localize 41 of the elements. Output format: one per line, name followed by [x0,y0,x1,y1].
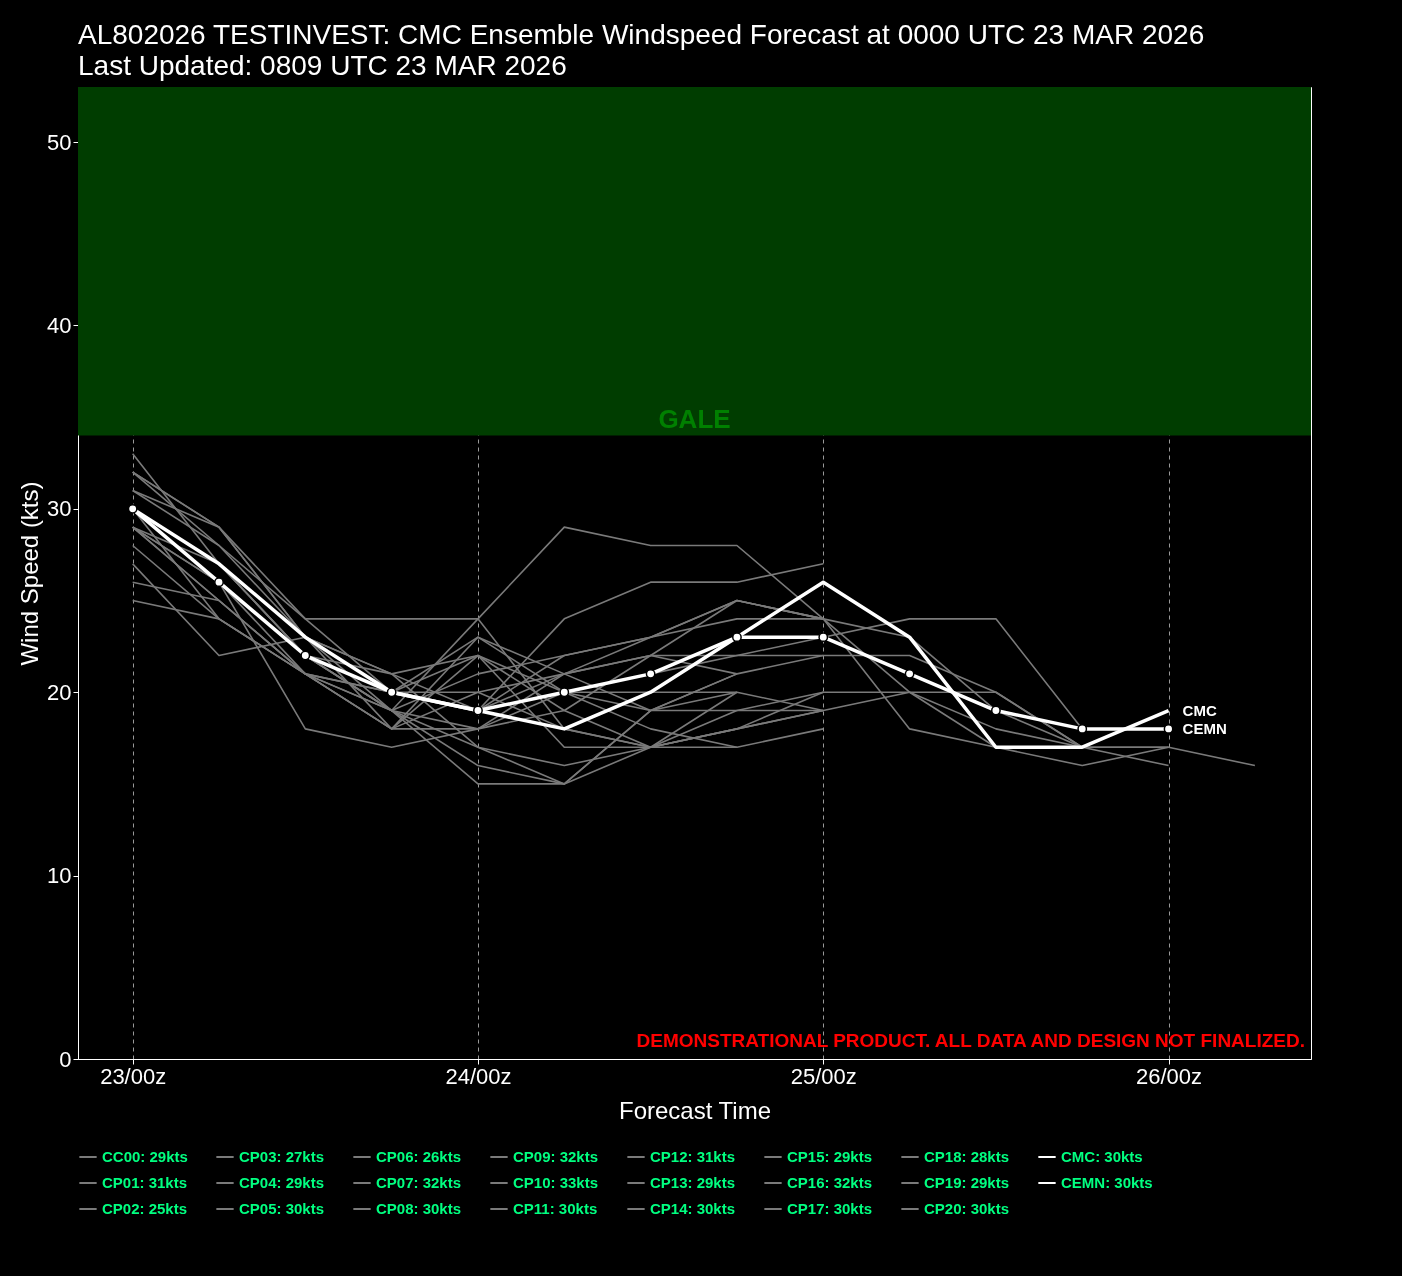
x-axis-title: Forecast Time [618,1096,772,1124]
y-tick-label: 10 [47,863,72,889]
legend-label: CP08: 30kts [376,1200,462,1217]
chart-subtitle: Last Updated: 0809 UTC 23 MAR 2026 [78,50,567,81]
legend-label: CC00: 29kts [102,1148,188,1165]
y-axis-title: Wind Speed (kts) [16,481,44,666]
y-tick-label: 20 [47,679,72,705]
x-tick-label: 25/00z [790,1063,857,1089]
y-tick-label: 50 [47,129,72,155]
legend-label: CMC: 30kts [1061,1148,1143,1165]
legend-label: CP13: 29kts [650,1174,736,1191]
legend-label: CP04: 29kts [239,1174,325,1191]
legend-label: CP11: 30kts [513,1200,598,1217]
annotation: CEMN [1182,719,1227,737]
legend-label: CP15: 29kts [787,1148,873,1165]
legend-label: CP12: 31kts [650,1148,736,1165]
legend-label: CP05: 30kts [239,1200,325,1217]
legend-label: CP16: 32kts [787,1174,873,1191]
legend-label: CP20: 30kts [924,1200,1010,1217]
legend-label: CP14: 30kts [650,1200,736,1217]
legend-label: CP17: 30kts [787,1200,873,1217]
annotation: CMC [1182,701,1217,719]
y-tick-label: 40 [47,312,72,338]
legend-label: CP07: 32kts [376,1174,462,1191]
x-tick-label: 23/00z [100,1063,167,1089]
legend-label: CP02: 25kts [102,1200,188,1217]
y-tick-label: 30 [47,496,72,522]
legend-label: CP18: 28kts [924,1148,1010,1165]
legend-label: CEMN: 30kts [1061,1174,1153,1191]
legend-label: CP01: 31kts [102,1174,188,1191]
legend-label: CP03: 27kts [239,1148,325,1165]
legend-label: CP10: 33kts [513,1174,599,1191]
chart-title: AL802026 TESTINVEST: CMC Ensemble Windspeed Forecast at 0000 UTC 23 MAR 2026 [78,19,1205,50]
legend-label: CP06: 26kts [376,1148,462,1165]
annotation: DEMONSTRATIONAL PRODUCT. ALL DATA AND DESIGN NOT FINALIZED. [636,1030,1305,1051]
x-tick-label: 24/00z [445,1063,512,1089]
y-tick-label: 0 [59,1046,72,1072]
band-label: GALE [658,404,731,435]
legend-label: CP19: 29kts [924,1174,1010,1191]
x-tick-label: 26/00z [1136,1063,1203,1089]
legend-label: CP09: 32kts [513,1148,599,1165]
